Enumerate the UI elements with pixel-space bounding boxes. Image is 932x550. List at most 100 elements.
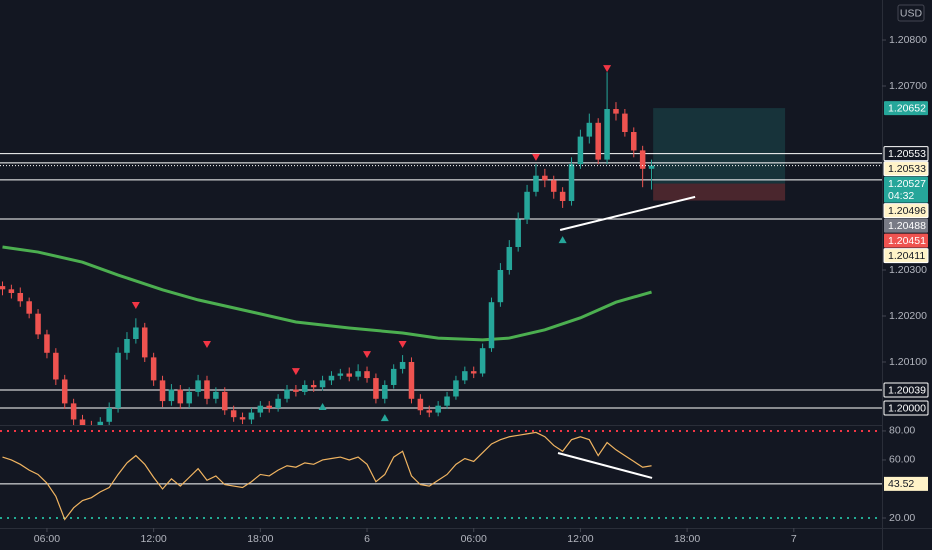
candle-body bbox=[124, 338, 130, 353]
pivot-marker bbox=[318, 403, 327, 411]
candle-body bbox=[364, 371, 370, 379]
candle-body bbox=[328, 375, 335, 381]
candle-body bbox=[8, 289, 15, 293]
candle-body bbox=[488, 302, 495, 349]
price-label: 1.20533 bbox=[888, 163, 926, 175]
y-tick-label: 1.20100 bbox=[889, 356, 927, 368]
candle-body bbox=[479, 348, 486, 374]
x-tick-label: 7 bbox=[791, 533, 797, 545]
candle-body bbox=[497, 269, 504, 303]
candle-body bbox=[222, 391, 228, 411]
y-tick-label: 1.20300 bbox=[889, 264, 927, 276]
candle-body bbox=[275, 398, 281, 408]
pivot-marker bbox=[558, 236, 567, 244]
candle-body bbox=[399, 361, 406, 369]
candle-body bbox=[390, 368, 397, 385]
x-tick-label: 06:00 bbox=[461, 533, 487, 545]
pivot-marker bbox=[398, 341, 407, 349]
price-label: 1.20451 bbox=[888, 235, 926, 247]
candle-body bbox=[515, 219, 521, 247]
pivot-marker bbox=[531, 153, 540, 161]
candle-body bbox=[346, 373, 352, 377]
candle-body bbox=[337, 373, 344, 376]
rsi-level-label: 43.52 bbox=[888, 478, 914, 490]
candle-body bbox=[302, 384, 308, 392]
candle-body bbox=[435, 405, 441, 413]
price-pane bbox=[0, 65, 882, 425]
candle-body bbox=[373, 378, 379, 399]
pivot-marker bbox=[202, 341, 211, 349]
moving-average bbox=[2, 245, 652, 342]
position-profit bbox=[653, 108, 786, 184]
candle-body bbox=[97, 421, 104, 425]
x-tick-label: 06:00 bbox=[34, 533, 60, 545]
candle-body bbox=[106, 407, 112, 422]
candle-body bbox=[639, 150, 646, 169]
candle-body bbox=[150, 357, 157, 381]
pivot-marker bbox=[380, 414, 389, 422]
candle-body bbox=[595, 122, 601, 160]
candle-body bbox=[44, 334, 50, 353]
candle-body bbox=[79, 419, 86, 425]
candle-body bbox=[35, 313, 41, 335]
price-label-box bbox=[883, 400, 929, 416]
candle-body bbox=[168, 389, 175, 402]
candle-body bbox=[204, 380, 210, 399]
price-label-box bbox=[883, 248, 929, 264]
candle-body bbox=[613, 109, 619, 114]
candle-body bbox=[17, 292, 24, 302]
candle-body bbox=[230, 410, 237, 418]
y-tick-label: 1.20800 bbox=[889, 34, 927, 46]
candle-body bbox=[70, 403, 77, 420]
y-tick-label: 1.20700 bbox=[889, 80, 927, 92]
candle-body bbox=[470, 371, 477, 374]
candle-body bbox=[426, 410, 433, 413]
candle-body bbox=[0, 286, 6, 290]
candle-body bbox=[293, 389, 299, 392]
candle-body bbox=[444, 396, 450, 406]
price-label-box bbox=[883, 161, 929, 177]
currency-box[interactable] bbox=[897, 4, 925, 22]
price-label: 1.20411 bbox=[888, 250, 925, 262]
pivot-marker bbox=[131, 301, 140, 309]
candle-body bbox=[506, 246, 513, 270]
price-label-box bbox=[884, 101, 928, 116]
x-tick-label: 18:00 bbox=[674, 533, 700, 545]
candle-body bbox=[284, 389, 290, 399]
y-tick-label: 60.00 bbox=[889, 454, 915, 466]
candle-body bbox=[550, 180, 557, 192]
candle-body bbox=[26, 301, 32, 314]
candle-body bbox=[382, 384, 388, 399]
candle-body bbox=[319, 380, 326, 388]
price-label: 1.20488 bbox=[888, 220, 926, 232]
rsi-pane bbox=[0, 429, 882, 521]
y-tick-label: 20.00 bbox=[889, 512, 915, 524]
candle-body bbox=[586, 122, 593, 137]
x-tick-label: 18:00 bbox=[247, 533, 273, 545]
y-tick-label: 1.20200 bbox=[889, 310, 927, 322]
candle-body bbox=[577, 136, 584, 165]
candle-body bbox=[133, 327, 139, 339]
candle-body bbox=[453, 380, 459, 397]
position-loss bbox=[653, 183, 786, 201]
price-label: 1.20652 bbox=[888, 102, 926, 114]
candle-body bbox=[186, 391, 192, 404]
currency: USD bbox=[900, 7, 923, 19]
rsi-line bbox=[2, 431, 652, 521]
candle-body bbox=[622, 113, 628, 133]
rsi-trendline bbox=[557, 452, 653, 479]
price-label: 1.20000 bbox=[888, 402, 926, 414]
candle-body bbox=[239, 417, 246, 420]
candle-body bbox=[408, 361, 415, 399]
price-label-box bbox=[884, 233, 928, 248]
candle-body bbox=[604, 109, 610, 160]
candle-body bbox=[310, 384, 317, 388]
price-label: 1.20553 bbox=[888, 148, 926, 160]
pivot-marker bbox=[603, 65, 612, 73]
price-label-box bbox=[883, 146, 929, 162]
price-label-box bbox=[883, 203, 929, 219]
candle-body bbox=[568, 164, 575, 202]
candle-body bbox=[631, 132, 637, 151]
